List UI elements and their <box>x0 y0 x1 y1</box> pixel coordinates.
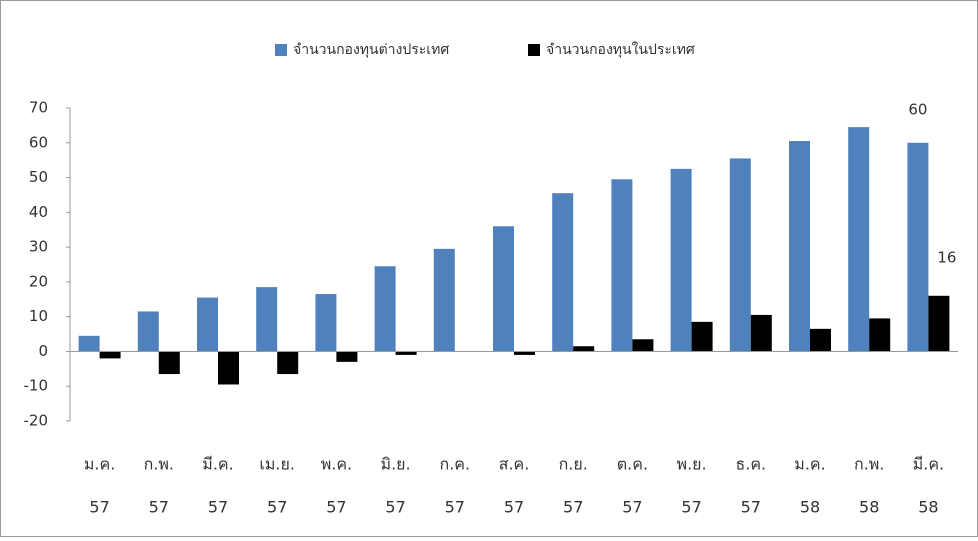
legend-label: จำนวนกองทุนต่างประเทศ <box>293 42 449 58</box>
bar <box>315 294 337 352</box>
bar <box>848 127 870 352</box>
bar <box>573 346 595 352</box>
x-tick-label: มี.ค. <box>913 455 944 474</box>
x-tick-label: 58 <box>918 498 938 517</box>
x-tick-label: 57 <box>504 498 524 517</box>
bar <box>907 142 929 352</box>
bar <box>611 179 633 352</box>
y-tick-label: -20 <box>24 412 49 430</box>
bar <box>514 351 535 355</box>
x-tick-label: ก.พ. <box>144 455 174 474</box>
bar <box>869 318 891 352</box>
bar <box>750 314 772 352</box>
x-tick-label: 57 <box>385 498 405 517</box>
x-tick-label: 57 <box>89 498 109 517</box>
bar <box>632 339 654 352</box>
x-tick-label: ม.ค. <box>794 455 825 474</box>
x-tick-label: มี.ค. <box>202 455 233 474</box>
bar <box>493 226 514 352</box>
bar <box>810 328 831 352</box>
bar <box>433 248 455 352</box>
x-tick-label: มิ.ย. <box>381 455 411 474</box>
bar <box>99 351 121 359</box>
y-tick-label: -10 <box>24 377 49 395</box>
bar <box>137 311 159 352</box>
bar <box>789 141 810 352</box>
y-tick-label: 30 <box>29 238 48 256</box>
bar <box>691 321 713 352</box>
x-tick-label: 58 <box>800 498 820 517</box>
bar <box>158 351 180 375</box>
bar <box>218 351 239 385</box>
legend-swatch <box>528 44 540 56</box>
y-tick-label: 40 <box>29 203 48 221</box>
x-tick-label: 57 <box>149 498 169 517</box>
x-tick-label: 58 <box>859 498 879 517</box>
x-tick-label: 57 <box>563 498 583 517</box>
bar <box>395 351 417 355</box>
x-tick-label: พ.ค. <box>321 455 352 474</box>
x-tick-label: ต.ค. <box>617 455 648 474</box>
x-tick-label: 57 <box>622 498 642 517</box>
y-tick-label: 0 <box>38 342 48 360</box>
bar <box>928 295 950 352</box>
legend-swatch <box>275 44 287 56</box>
bar <box>78 335 100 352</box>
x-tick-label: 57 <box>445 498 465 517</box>
y-tick-label: 70 <box>29 99 48 117</box>
y-tick-label: 60 <box>29 133 48 151</box>
bar <box>374 266 396 352</box>
x-tick-label: 57 <box>208 498 228 517</box>
x-tick-label: ม.ค. <box>84 455 115 474</box>
x-tick-label: ธ.ค. <box>735 455 766 474</box>
bar <box>277 351 299 375</box>
x-tick-label: ก.ค. <box>440 455 471 474</box>
y-tick-label: 10 <box>29 307 48 325</box>
bar <box>197 297 218 352</box>
data-label: 16 <box>937 248 956 266</box>
data-label: 60 <box>908 101 927 119</box>
x-tick-label: พ.ย. <box>677 455 707 474</box>
bar <box>670 168 692 352</box>
x-tick-label: ก.พ. <box>854 455 884 474</box>
x-tick-label: 57 <box>681 498 701 517</box>
bar <box>729 158 751 352</box>
x-tick-label: 57 <box>741 498 761 517</box>
y-tick-label: 50 <box>29 168 48 186</box>
legend-label: จำนวนกองทุนในประเทศ <box>546 41 695 58</box>
x-tick-label: เม.ย. <box>259 455 295 474</box>
bar <box>552 193 574 352</box>
bar <box>256 287 278 352</box>
x-tick-label: 57 <box>326 498 346 517</box>
x-tick-label: ส.ค. <box>499 455 530 474</box>
bar <box>336 351 358 362</box>
y-tick-label: 20 <box>29 272 48 290</box>
x-tick-label: 57 <box>267 498 287 517</box>
x-tick-label: ก.ย. <box>559 455 588 474</box>
